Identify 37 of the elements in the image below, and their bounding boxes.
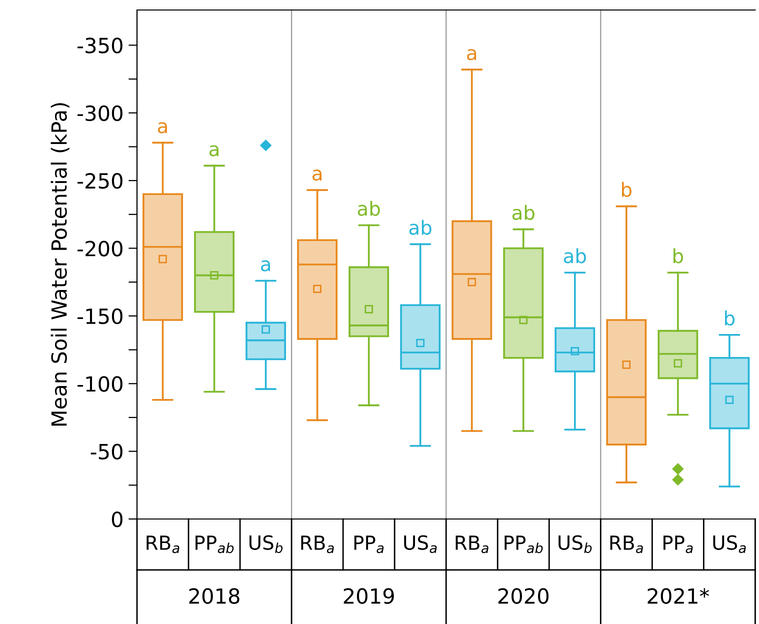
x-tick-label: US$_{a}$ [713, 535, 746, 554]
text: 2018 [189, 588, 240, 604]
x-tick-label: US$_{a}$ [404, 535, 437, 554]
text: ab [409, 220, 432, 235]
x-tick-label: PP$_{a}$ [664, 536, 693, 554]
text: a [158, 122, 167, 134]
y-tick-label: -200 [78, 240, 122, 256]
text: a [261, 260, 270, 272]
text: a [312, 170, 322, 181]
x-tick-label: RB$_{a}$ [610, 536, 643, 554]
y-axis-title: Mean Soil Water Potential (kPa) [50, 103, 70, 426]
x-tick-label: RB$_{a}$ [301, 536, 334, 554]
text: ab [358, 200, 380, 216]
x-tick-label: RB$_{a}$ [146, 536, 180, 554]
x-tick-label: PP$_{a}$ [354, 536, 384, 554]
text: ab [512, 204, 534, 220]
text: 2020 [498, 588, 549, 604]
text: 2021* [648, 588, 710, 604]
text: ab [564, 248, 586, 264]
y-tick-label: -350 [78, 38, 122, 54]
text: a [209, 145, 218, 156]
text: b [674, 248, 684, 264]
x-tick-label: PP$_{ab}$ [504, 536, 543, 554]
x-tick-label: US$_{b}$ [249, 535, 283, 554]
y-tick-label: -250 [78, 173, 122, 189]
y-tick-label: -100 [78, 376, 122, 392]
y-tick-label: 0 [112, 511, 122, 528]
x-tick-label: RB$_{a}$ [456, 536, 488, 554]
y-tick-label: -150 [78, 308, 122, 324]
text: b [622, 182, 632, 197]
text: b [725, 310, 735, 326]
y-tick-label: -300 [78, 105, 122, 122]
x-tick-label: US$_{b}$ [558, 535, 592, 554]
x-tick-label: PP$_{ab}$ [196, 536, 234, 554]
text: a [467, 49, 476, 60]
text: 2019 [344, 588, 394, 604]
y-tick-label: -50 [90, 444, 122, 460]
